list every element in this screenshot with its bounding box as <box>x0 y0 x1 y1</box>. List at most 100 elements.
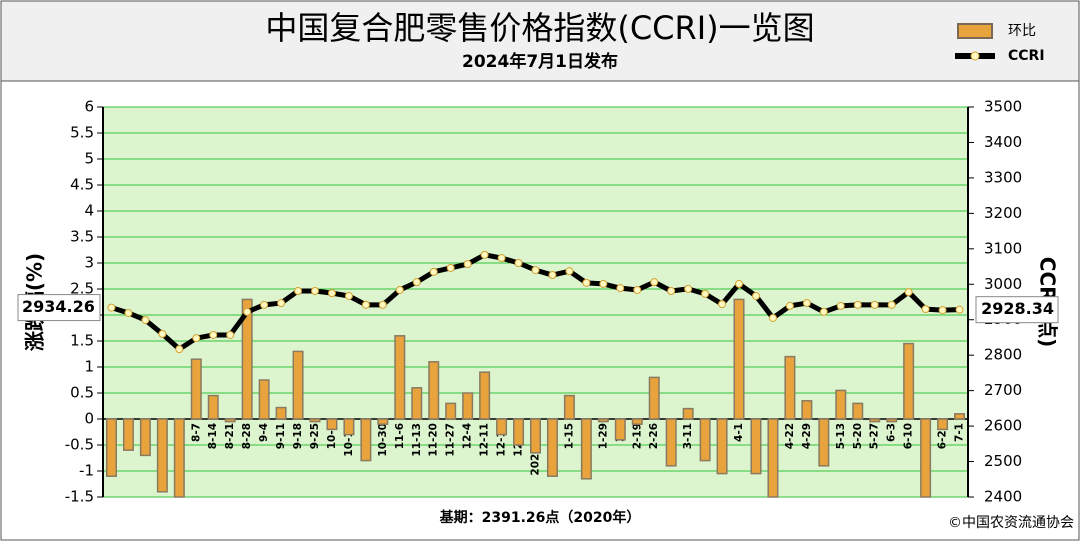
bar <box>682 407 694 420</box>
x-tick-label: 12-4 <box>462 423 474 449</box>
bar <box>207 394 219 420</box>
line-point <box>497 254 506 263</box>
line-point <box>616 284 625 293</box>
y-tick-label: 1 <box>84 358 94 376</box>
x-tick-label: 8-21 <box>224 423 236 449</box>
line-point <box>463 260 472 269</box>
bar <box>122 418 134 451</box>
bar <box>852 402 864 420</box>
x-tick-label: 4-1 <box>733 423 745 442</box>
bar <box>377 418 389 425</box>
x-tick-label: 2-19 <box>631 423 643 449</box>
line-point <box>344 291 353 300</box>
line-point <box>141 316 150 325</box>
line-point <box>192 334 201 343</box>
bar <box>139 418 151 457</box>
line-point <box>836 301 845 310</box>
line-point <box>701 289 710 298</box>
x-tick-label: 9-18 <box>292 423 304 449</box>
line-point <box>955 305 964 314</box>
x-tick-label: 9-4 <box>258 423 270 442</box>
line-point <box>378 300 387 309</box>
line-point <box>531 266 540 275</box>
bar <box>563 394 575 420</box>
line-point <box>209 330 218 339</box>
line-point <box>243 307 252 316</box>
bar <box>733 298 745 420</box>
y-tick-label: 3 <box>84 254 94 272</box>
y-tick-label: 5 <box>84 150 94 168</box>
bar <box>648 376 660 420</box>
line-point <box>904 288 913 297</box>
bar <box>173 418 185 498</box>
bar <box>156 418 168 493</box>
x-tick-label: 2-26 <box>648 423 660 449</box>
x-tick-label: 11-6 <box>394 423 406 449</box>
y-tick-label: 0.5 <box>70 384 94 402</box>
bar <box>818 418 830 467</box>
x-tick-label: 6-3 <box>886 423 898 442</box>
x-tick-label: 4-29 <box>801 423 813 449</box>
line-point <box>294 287 303 296</box>
bar <box>869 418 881 423</box>
y2-tick-label: 3200 <box>984 204 1022 222</box>
x-tick-label: 7-1 <box>954 423 966 442</box>
bar <box>411 387 423 420</box>
x-tick-label: 5-13 <box>835 423 847 449</box>
line-point <box>175 345 184 354</box>
legend-dot <box>970 51 980 61</box>
line-point <box>938 306 947 315</box>
bar <box>326 418 338 431</box>
line-point <box>870 300 879 309</box>
legend-label: 环比 <box>1008 23 1036 39</box>
line-point <box>684 284 693 293</box>
y2-tick-label: 3100 <box>984 239 1022 257</box>
y2-tick-label: 2500 <box>984 452 1022 470</box>
x-tick-label: 8-7 <box>190 423 202 442</box>
line-point <box>107 303 116 312</box>
line-point <box>751 291 760 300</box>
x-tick-label: 11-27 <box>445 423 457 457</box>
line-point <box>887 300 896 309</box>
y-tick-label: 2.5 <box>70 280 94 298</box>
bar <box>886 418 898 423</box>
line-point <box>311 287 320 296</box>
x-tick-label: 1-15 <box>563 423 575 449</box>
bar <box>614 418 626 441</box>
line-point <box>446 263 455 272</box>
bar <box>597 418 609 423</box>
bar <box>801 400 813 420</box>
y2-tick-label: 2700 <box>984 381 1022 399</box>
bar <box>394 335 406 420</box>
bar <box>784 355 796 420</box>
line-point <box>412 278 421 287</box>
y2-tick-label: 3400 <box>984 133 1022 151</box>
line-point <box>853 300 862 309</box>
bar <box>580 418 592 480</box>
bar <box>479 371 491 420</box>
x-tick-label: 3-11 <box>682 423 694 449</box>
bar <box>631 418 643 425</box>
y2-tick-label: 2600 <box>984 417 1022 435</box>
x-tick-label: 8-28 <box>241 423 253 449</box>
bar <box>699 418 711 462</box>
y-tick-label: 3.5 <box>70 228 94 246</box>
bar <box>665 418 677 467</box>
bar <box>835 389 847 420</box>
bar <box>750 418 762 475</box>
x-tick-label: 11-13 <box>411 423 423 457</box>
base-note: 基期：2391.26点（2020年） <box>440 509 641 526</box>
y-tick-label: 4 <box>84 202 94 220</box>
x-tick-label: 4-22 <box>784 423 796 449</box>
bar <box>462 392 474 420</box>
bar <box>190 358 202 420</box>
line-point <box>158 329 167 338</box>
x-tick-label: 11-20 <box>428 423 440 457</box>
line-point <box>548 271 557 280</box>
data-label: 2934.26 <box>22 297 95 316</box>
line-point <box>819 307 828 316</box>
bar <box>105 418 117 477</box>
bar <box>496 418 508 436</box>
